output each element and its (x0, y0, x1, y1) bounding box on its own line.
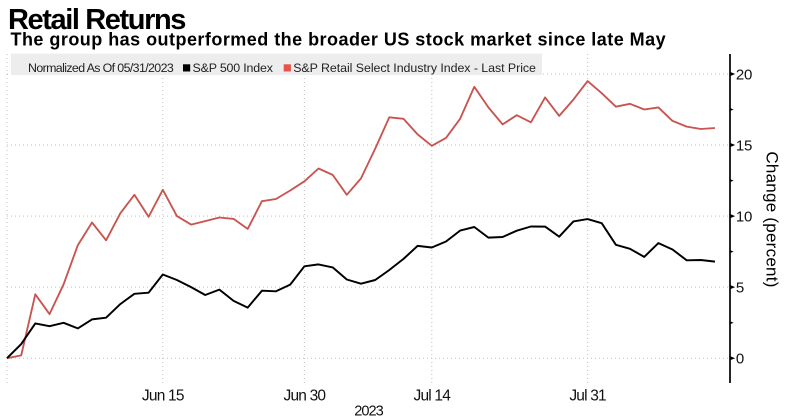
svg-text:S&P 500 Index: S&P 500 Index (193, 61, 274, 75)
svg-text:Change (percent): Change (percent) (763, 151, 782, 287)
svg-text:Retail Returns: Retail Returns (8, 4, 185, 36)
svg-text:10: 10 (736, 209, 752, 226)
svg-text:Jul 31: Jul 31 (569, 387, 606, 404)
svg-text:Jun 30: Jun 30 (284, 387, 327, 404)
svg-text:0: 0 (736, 351, 744, 368)
svg-text:S&P Retail Select Industry Ind: S&P Retail Select Industry Index - Last … (293, 61, 536, 75)
svg-text:The group has outperformed the: The group has outperformed the broader U… (11, 30, 667, 50)
svg-text:5: 5 (736, 280, 744, 297)
svg-text:15: 15 (736, 137, 752, 154)
svg-text:Normalized As Of 05/31/2023: Normalized As Of 05/31/2023 (28, 61, 174, 75)
svg-text:Jun 15: Jun 15 (142, 387, 184, 404)
svg-text:2023: 2023 (354, 404, 383, 420)
svg-text:20: 20 (736, 66, 752, 83)
svg-text:Jul 14: Jul 14 (414, 387, 452, 404)
